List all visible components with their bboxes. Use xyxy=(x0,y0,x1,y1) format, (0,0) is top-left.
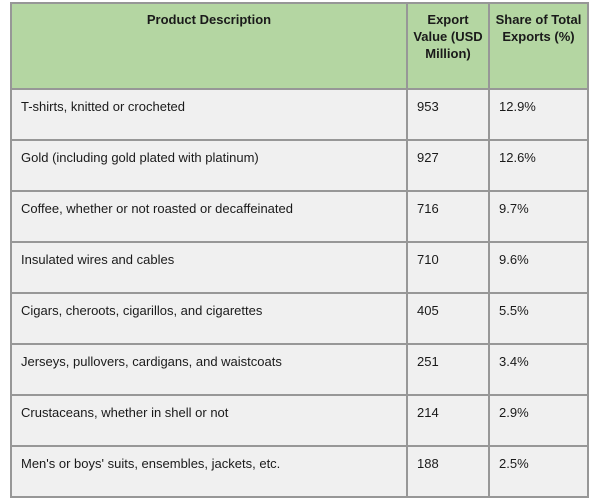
header-product-description: Product Description xyxy=(10,2,408,90)
export-value-cell: 251 xyxy=(406,343,490,396)
table-row: Jerseys, pullovers, cardigans, and waist… xyxy=(10,343,589,396)
share-cell: 12.9% xyxy=(488,88,589,141)
share-cell: 9.7% xyxy=(488,190,589,243)
table-row: Men's or boys' suits, ensembles, jackets… xyxy=(10,445,589,498)
product-cell: Coffee, whether or not roasted or decaff… xyxy=(10,190,408,243)
product-cell: Crustaceans, whether in shell or not xyxy=(10,394,408,447)
share-cell: 12.6% xyxy=(488,139,589,192)
table-row: Coffee, whether or not roasted or decaff… xyxy=(10,190,589,243)
export-value-cell: 716 xyxy=(406,190,490,243)
share-cell: 2.5% xyxy=(488,445,589,498)
table-row: Cigars, cheroots, cigarillos, and cigare… xyxy=(10,292,589,345)
share-cell: 3.4% xyxy=(488,343,589,396)
product-cell: Men's or boys' suits, ensembles, jackets… xyxy=(10,445,408,498)
table-row: Crustaceans, whether in shell or not 214… xyxy=(10,394,589,447)
header-export-value: Export Value (USD Million) xyxy=(406,2,490,90)
share-cell: 9.6% xyxy=(488,241,589,294)
table-body: T-shirts, knitted or crocheted 953 12.9%… xyxy=(10,88,589,498)
header-row: Product Description Export Value (USD Mi… xyxy=(10,2,589,90)
table-row: Gold (including gold plated with platinu… xyxy=(10,139,589,192)
share-cell: 5.5% xyxy=(488,292,589,345)
share-cell: 2.9% xyxy=(488,394,589,447)
export-value-cell: 188 xyxy=(406,445,490,498)
table-row: T-shirts, knitted or crocheted 953 12.9% xyxy=(10,88,589,141)
export-value-cell: 405 xyxy=(406,292,490,345)
product-cell: Gold (including gold plated with platinu… xyxy=(10,139,408,192)
product-cell: Jerseys, pullovers, cardigans, and waist… xyxy=(10,343,408,396)
export-value-cell: 214 xyxy=(406,394,490,447)
table-row: Insulated wires and cables 710 9.6% xyxy=(10,241,589,294)
export-value-cell: 953 xyxy=(406,88,490,141)
product-cell: Cigars, cheroots, cigarillos, and cigare… xyxy=(10,292,408,345)
exports-table: Product Description Export Value (USD Mi… xyxy=(10,2,589,498)
product-cell: Insulated wires and cables xyxy=(10,241,408,294)
export-value-cell: 927 xyxy=(406,139,490,192)
export-value-cell: 710 xyxy=(406,241,490,294)
product-cell: T-shirts, knitted or crocheted xyxy=(10,88,408,141)
header-share-of-exports: Share of Total Exports (%) xyxy=(488,2,589,90)
